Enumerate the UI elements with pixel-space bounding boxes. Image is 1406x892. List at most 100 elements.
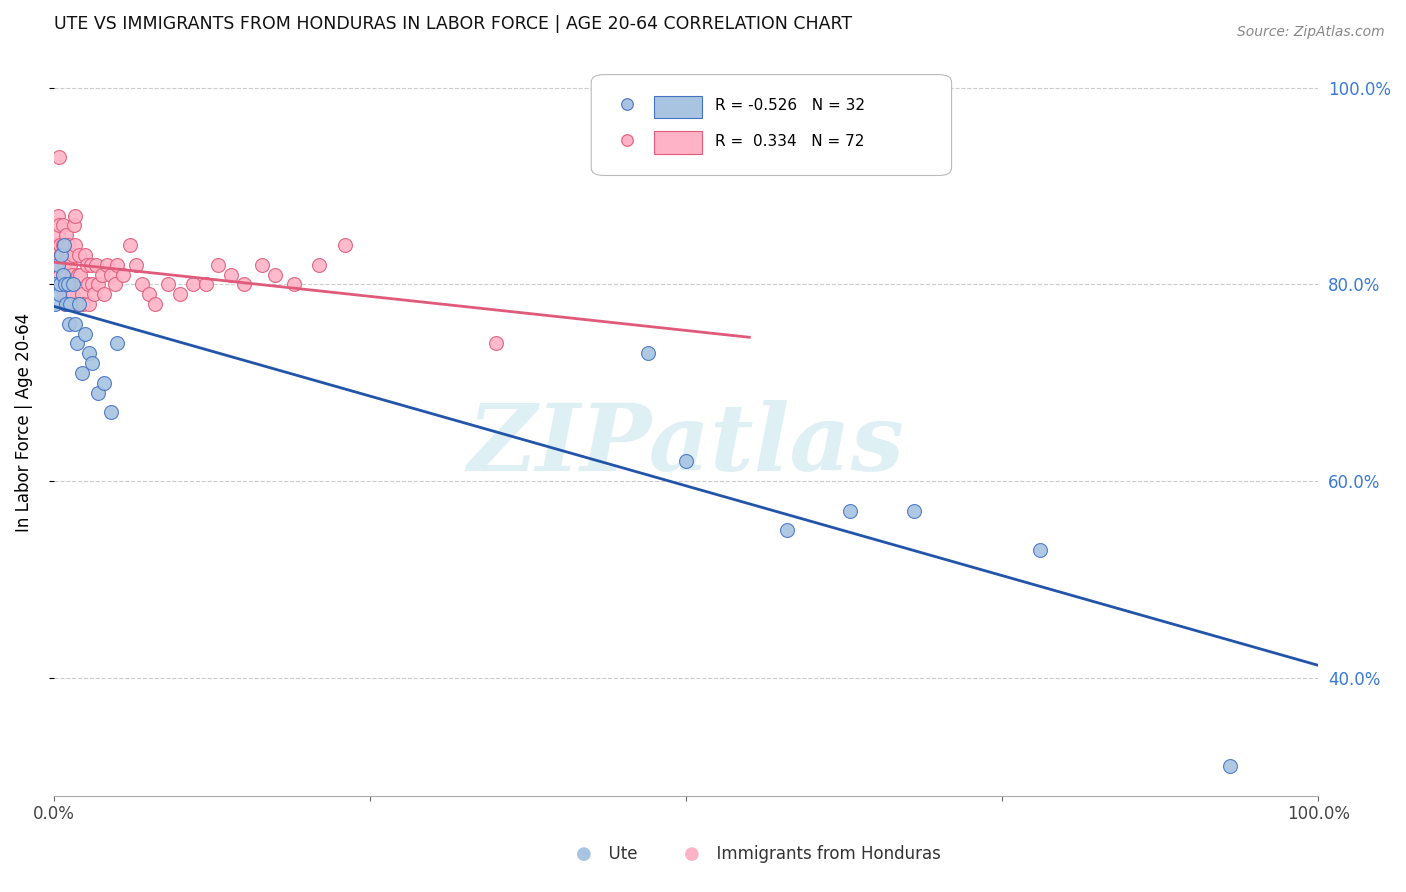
Point xyxy=(839,503,862,517)
Text: Ute: Ute xyxy=(598,846,637,863)
Point xyxy=(1219,759,1241,773)
Point xyxy=(56,277,79,292)
Point xyxy=(59,258,82,272)
Point xyxy=(138,287,160,301)
Point xyxy=(65,209,87,223)
Point xyxy=(308,258,330,272)
Point xyxy=(100,405,122,419)
Point xyxy=(44,297,66,311)
Point xyxy=(219,268,242,282)
Point xyxy=(55,228,77,243)
Point xyxy=(53,277,76,292)
Point xyxy=(53,297,76,311)
Text: R = -0.526   N = 32: R = -0.526 N = 32 xyxy=(716,98,865,113)
Point xyxy=(675,454,697,468)
Point xyxy=(55,248,77,262)
Point xyxy=(232,277,254,292)
Point xyxy=(637,346,659,360)
Point xyxy=(49,238,72,252)
Point xyxy=(48,287,70,301)
Point xyxy=(48,219,70,233)
Point xyxy=(52,219,75,233)
Point xyxy=(181,277,204,292)
Point xyxy=(112,268,135,282)
Point xyxy=(46,258,69,272)
Point xyxy=(87,277,110,292)
Point xyxy=(131,277,153,292)
Point xyxy=(53,268,76,282)
Point xyxy=(44,238,66,252)
Bar xyxy=(654,131,703,153)
Point xyxy=(169,287,191,301)
Point xyxy=(77,277,100,292)
Point xyxy=(83,287,105,301)
Point xyxy=(55,297,77,311)
Point xyxy=(58,248,80,262)
Point xyxy=(46,209,69,223)
Point xyxy=(58,317,80,331)
Point xyxy=(65,238,87,252)
Point xyxy=(80,277,103,292)
Point xyxy=(65,317,87,331)
Point xyxy=(44,258,66,272)
Point xyxy=(96,258,118,272)
Point xyxy=(616,202,638,216)
Point xyxy=(156,277,179,292)
Point xyxy=(52,287,75,301)
Point xyxy=(59,297,82,311)
Point xyxy=(52,238,75,252)
Point xyxy=(58,287,80,301)
Text: Immigrants from Honduras: Immigrants from Honduras xyxy=(706,846,941,863)
Point xyxy=(52,238,75,252)
Point xyxy=(79,258,101,272)
Point xyxy=(143,297,166,311)
Point xyxy=(75,248,97,262)
Point xyxy=(67,248,90,262)
Point xyxy=(77,297,100,311)
Point xyxy=(194,277,217,292)
Text: Source: ZipAtlas.com: Source: ZipAtlas.com xyxy=(1237,25,1385,39)
Point xyxy=(80,356,103,370)
Point xyxy=(75,326,97,341)
Point xyxy=(49,277,72,292)
Point xyxy=(105,336,128,351)
Point xyxy=(65,297,87,311)
Point xyxy=(56,277,79,292)
Point xyxy=(48,150,70,164)
Point xyxy=(51,248,73,262)
Point xyxy=(45,277,67,292)
Point xyxy=(1029,543,1052,558)
Point xyxy=(264,268,287,282)
Point xyxy=(103,277,125,292)
Point xyxy=(87,385,110,400)
Point xyxy=(72,297,94,311)
Point xyxy=(125,258,148,272)
Point xyxy=(46,228,69,243)
Point xyxy=(70,366,93,380)
Point xyxy=(59,277,82,292)
Point xyxy=(90,268,112,282)
Point xyxy=(776,523,799,537)
Point xyxy=(66,268,89,282)
Point xyxy=(283,277,305,292)
Text: R =  0.334   N = 72: R = 0.334 N = 72 xyxy=(716,135,865,149)
Point xyxy=(333,238,356,252)
Text: ZIPatlas: ZIPatlas xyxy=(468,400,904,490)
Point xyxy=(903,503,925,517)
Point xyxy=(51,248,73,262)
Point xyxy=(69,268,91,282)
Point xyxy=(45,248,67,262)
Point xyxy=(45,277,67,292)
Point xyxy=(63,219,86,233)
Point xyxy=(616,154,638,169)
Point xyxy=(52,268,75,282)
Point xyxy=(70,287,93,301)
Y-axis label: In Labor Force | Age 20-64: In Labor Force | Age 20-64 xyxy=(15,312,32,532)
Point xyxy=(84,258,107,272)
Point xyxy=(207,258,229,272)
Text: UTE VS IMMIGRANTS FROM HONDURAS IN LABOR FORCE | AGE 20-64 CORRELATION CHART: UTE VS IMMIGRANTS FROM HONDURAS IN LABOR… xyxy=(53,15,852,33)
Text: ●: ● xyxy=(575,846,592,863)
Point xyxy=(49,268,72,282)
Point xyxy=(93,376,115,390)
Point xyxy=(485,336,508,351)
